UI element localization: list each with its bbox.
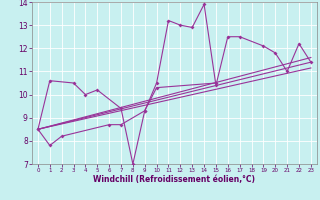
X-axis label: Windchill (Refroidissement éolien,°C): Windchill (Refroidissement éolien,°C) bbox=[93, 175, 255, 184]
